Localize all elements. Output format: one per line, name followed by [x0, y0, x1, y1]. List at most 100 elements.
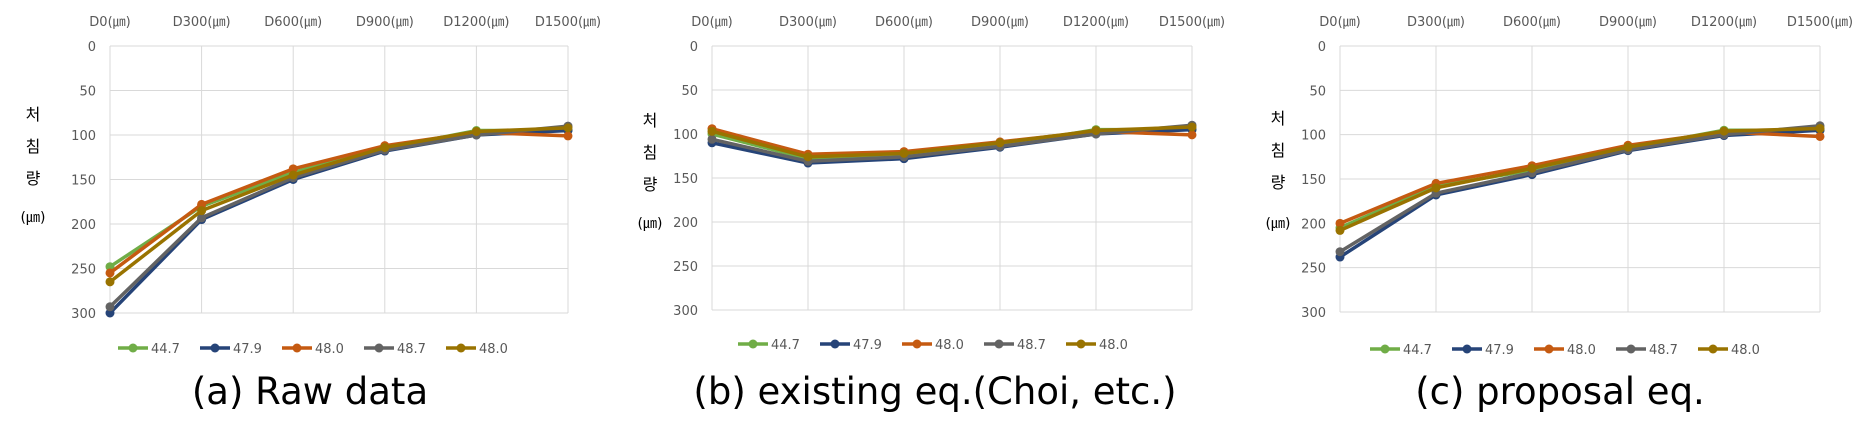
- data-point: [105, 308, 115, 318]
- series-line-1: [109, 128, 568, 269]
- data-point: [105, 277, 115, 287]
- data-point: [1815, 123, 1825, 133]
- data-point: [1335, 218, 1345, 228]
- x-tick-label: D900(㎛): [1599, 15, 1657, 30]
- series-line-4: [108, 124, 569, 309]
- data-point: [1431, 183, 1441, 193]
- legend-marker: [994, 339, 1004, 349]
- data-point: [1187, 130, 1197, 140]
- series-line-5: [711, 125, 1193, 159]
- legend-label: 48.0: [315, 342, 344, 357]
- x-tick-label: D300(㎛): [173, 15, 231, 30]
- data-point: [288, 164, 298, 174]
- data-point: [1335, 225, 1345, 235]
- data-point: [105, 302, 115, 312]
- y-tick-label: 300: [1301, 306, 1326, 321]
- chart-panel-1: 0 50 100 150 200 250 300 D0(㎛) D300(㎛) D600(㎛) D90…: [21, 15, 602, 413]
- data-point: [707, 126, 717, 136]
- y-tick-label: 0: [1318, 40, 1326, 55]
- legend-marker: [292, 343, 302, 353]
- series-line-4: [1339, 124, 1821, 254]
- data-point: [1335, 247, 1345, 257]
- y-tick-label: 0: [690, 40, 698, 55]
- legend-marker: [912, 339, 922, 349]
- x-tick-label: D1200(㎛): [1691, 15, 1757, 30]
- x-tick-label: D1200(㎛): [1063, 15, 1129, 30]
- legend-label: 48.7: [1649, 343, 1678, 358]
- data-point: [197, 213, 207, 223]
- legend-marker: [374, 343, 384, 353]
- x-tick-label: D300(㎛): [1407, 15, 1465, 30]
- chart-caption: (b) existing eq.(Choi, etc.): [693, 370, 1176, 413]
- legend-label: 48.0: [1731, 343, 1760, 358]
- legend-label: 48.0: [1567, 343, 1596, 358]
- data-point: [1623, 142, 1633, 152]
- x-tick-label: D1500(㎛): [1159, 15, 1225, 30]
- x-tick-label: D1500(㎛): [535, 15, 601, 30]
- y-tick-label: 50: [681, 84, 698, 99]
- legend-marker: [1708, 344, 1718, 354]
- legend-marker: [210, 343, 220, 353]
- data-point: [105, 268, 115, 278]
- legend-marker: [1544, 344, 1554, 354]
- y-tick-label: 250: [71, 263, 96, 278]
- y-axis-label: 침: [1271, 141, 1286, 160]
- data-point: [1187, 122, 1197, 132]
- y-tick-label: 250: [673, 260, 698, 275]
- legend-marker: [1462, 344, 1472, 354]
- x-tick-label: D600(㎛): [1503, 15, 1561, 30]
- y-axis-label: 처: [1271, 109, 1286, 128]
- legend-label: 44.7: [151, 342, 180, 357]
- legend-marker: [128, 343, 138, 353]
- data-point: [197, 206, 207, 216]
- series-line-4: [711, 123, 1193, 164]
- y-tick-label: 200: [71, 218, 96, 233]
- data-point: [995, 138, 1005, 148]
- data-point: [563, 131, 573, 141]
- data-point: [1815, 131, 1825, 141]
- legend-label: 44.7: [771, 338, 800, 353]
- y-axis-label: 침: [26, 137, 41, 156]
- y-tick-label: 300: [71, 307, 96, 322]
- series-line-5: [108, 126, 569, 284]
- data-point: [288, 170, 298, 180]
- y-axis-label: 량: [1271, 173, 1286, 192]
- data-point: [197, 199, 207, 209]
- y-axis-label: 처: [643, 111, 658, 130]
- legend-marker: [1380, 344, 1390, 354]
- legend-marker: [456, 343, 466, 353]
- y-axis-label: 량: [26, 169, 41, 188]
- legend-label: 48.7: [397, 342, 426, 357]
- legend-label: 48.7: [1017, 338, 1046, 353]
- y-tick-label: 100: [673, 128, 698, 143]
- x-tick-label: D600(㎛): [264, 15, 322, 30]
- x-tick-label: D900(㎛): [356, 15, 414, 30]
- y-axis-label: (㎛): [1266, 216, 1291, 232]
- data-point: [471, 126, 481, 136]
- data-point: [1527, 163, 1537, 173]
- x-tick-label: D0(㎛): [691, 15, 732, 30]
- data-point: [1719, 126, 1729, 136]
- data-point: [899, 148, 909, 158]
- y-tick-label: 50: [1309, 84, 1326, 99]
- series-line-5: [1339, 126, 1821, 233]
- y-tick-label: 0: [88, 40, 96, 55]
- x-tick-label: D1200(㎛): [443, 15, 509, 30]
- legend-label: 47.9: [233, 342, 262, 357]
- chart-panel-2: 0 50 100 150 200 250 300 D0(㎛) D300(㎛) D600(㎛) D90…: [638, 15, 1226, 413]
- chart-panel-3: 0 50 100 150 200 250 300 D0(㎛) D300(㎛) D600(㎛) D90…: [1266, 15, 1854, 413]
- x-tick-label: D0(㎛): [89, 15, 130, 30]
- y-tick-label: 150: [71, 174, 96, 189]
- y-tick-label: 100: [71, 129, 96, 144]
- y-tick-label: 50: [79, 85, 96, 100]
- legend-label: 48.0: [935, 338, 964, 353]
- x-tick-label: D1500(㎛): [1787, 15, 1853, 30]
- y-tick-label: 100: [1301, 129, 1326, 144]
- legend-marker: [748, 339, 758, 349]
- y-tick-label: 200: [673, 216, 698, 231]
- chart-caption: (c) proposal eq.: [1415, 370, 1705, 413]
- legend-label: 48.0: [1099, 338, 1128, 353]
- chart-caption: (a) Raw data: [192, 370, 428, 413]
- legend-label: 47.9: [853, 338, 882, 353]
